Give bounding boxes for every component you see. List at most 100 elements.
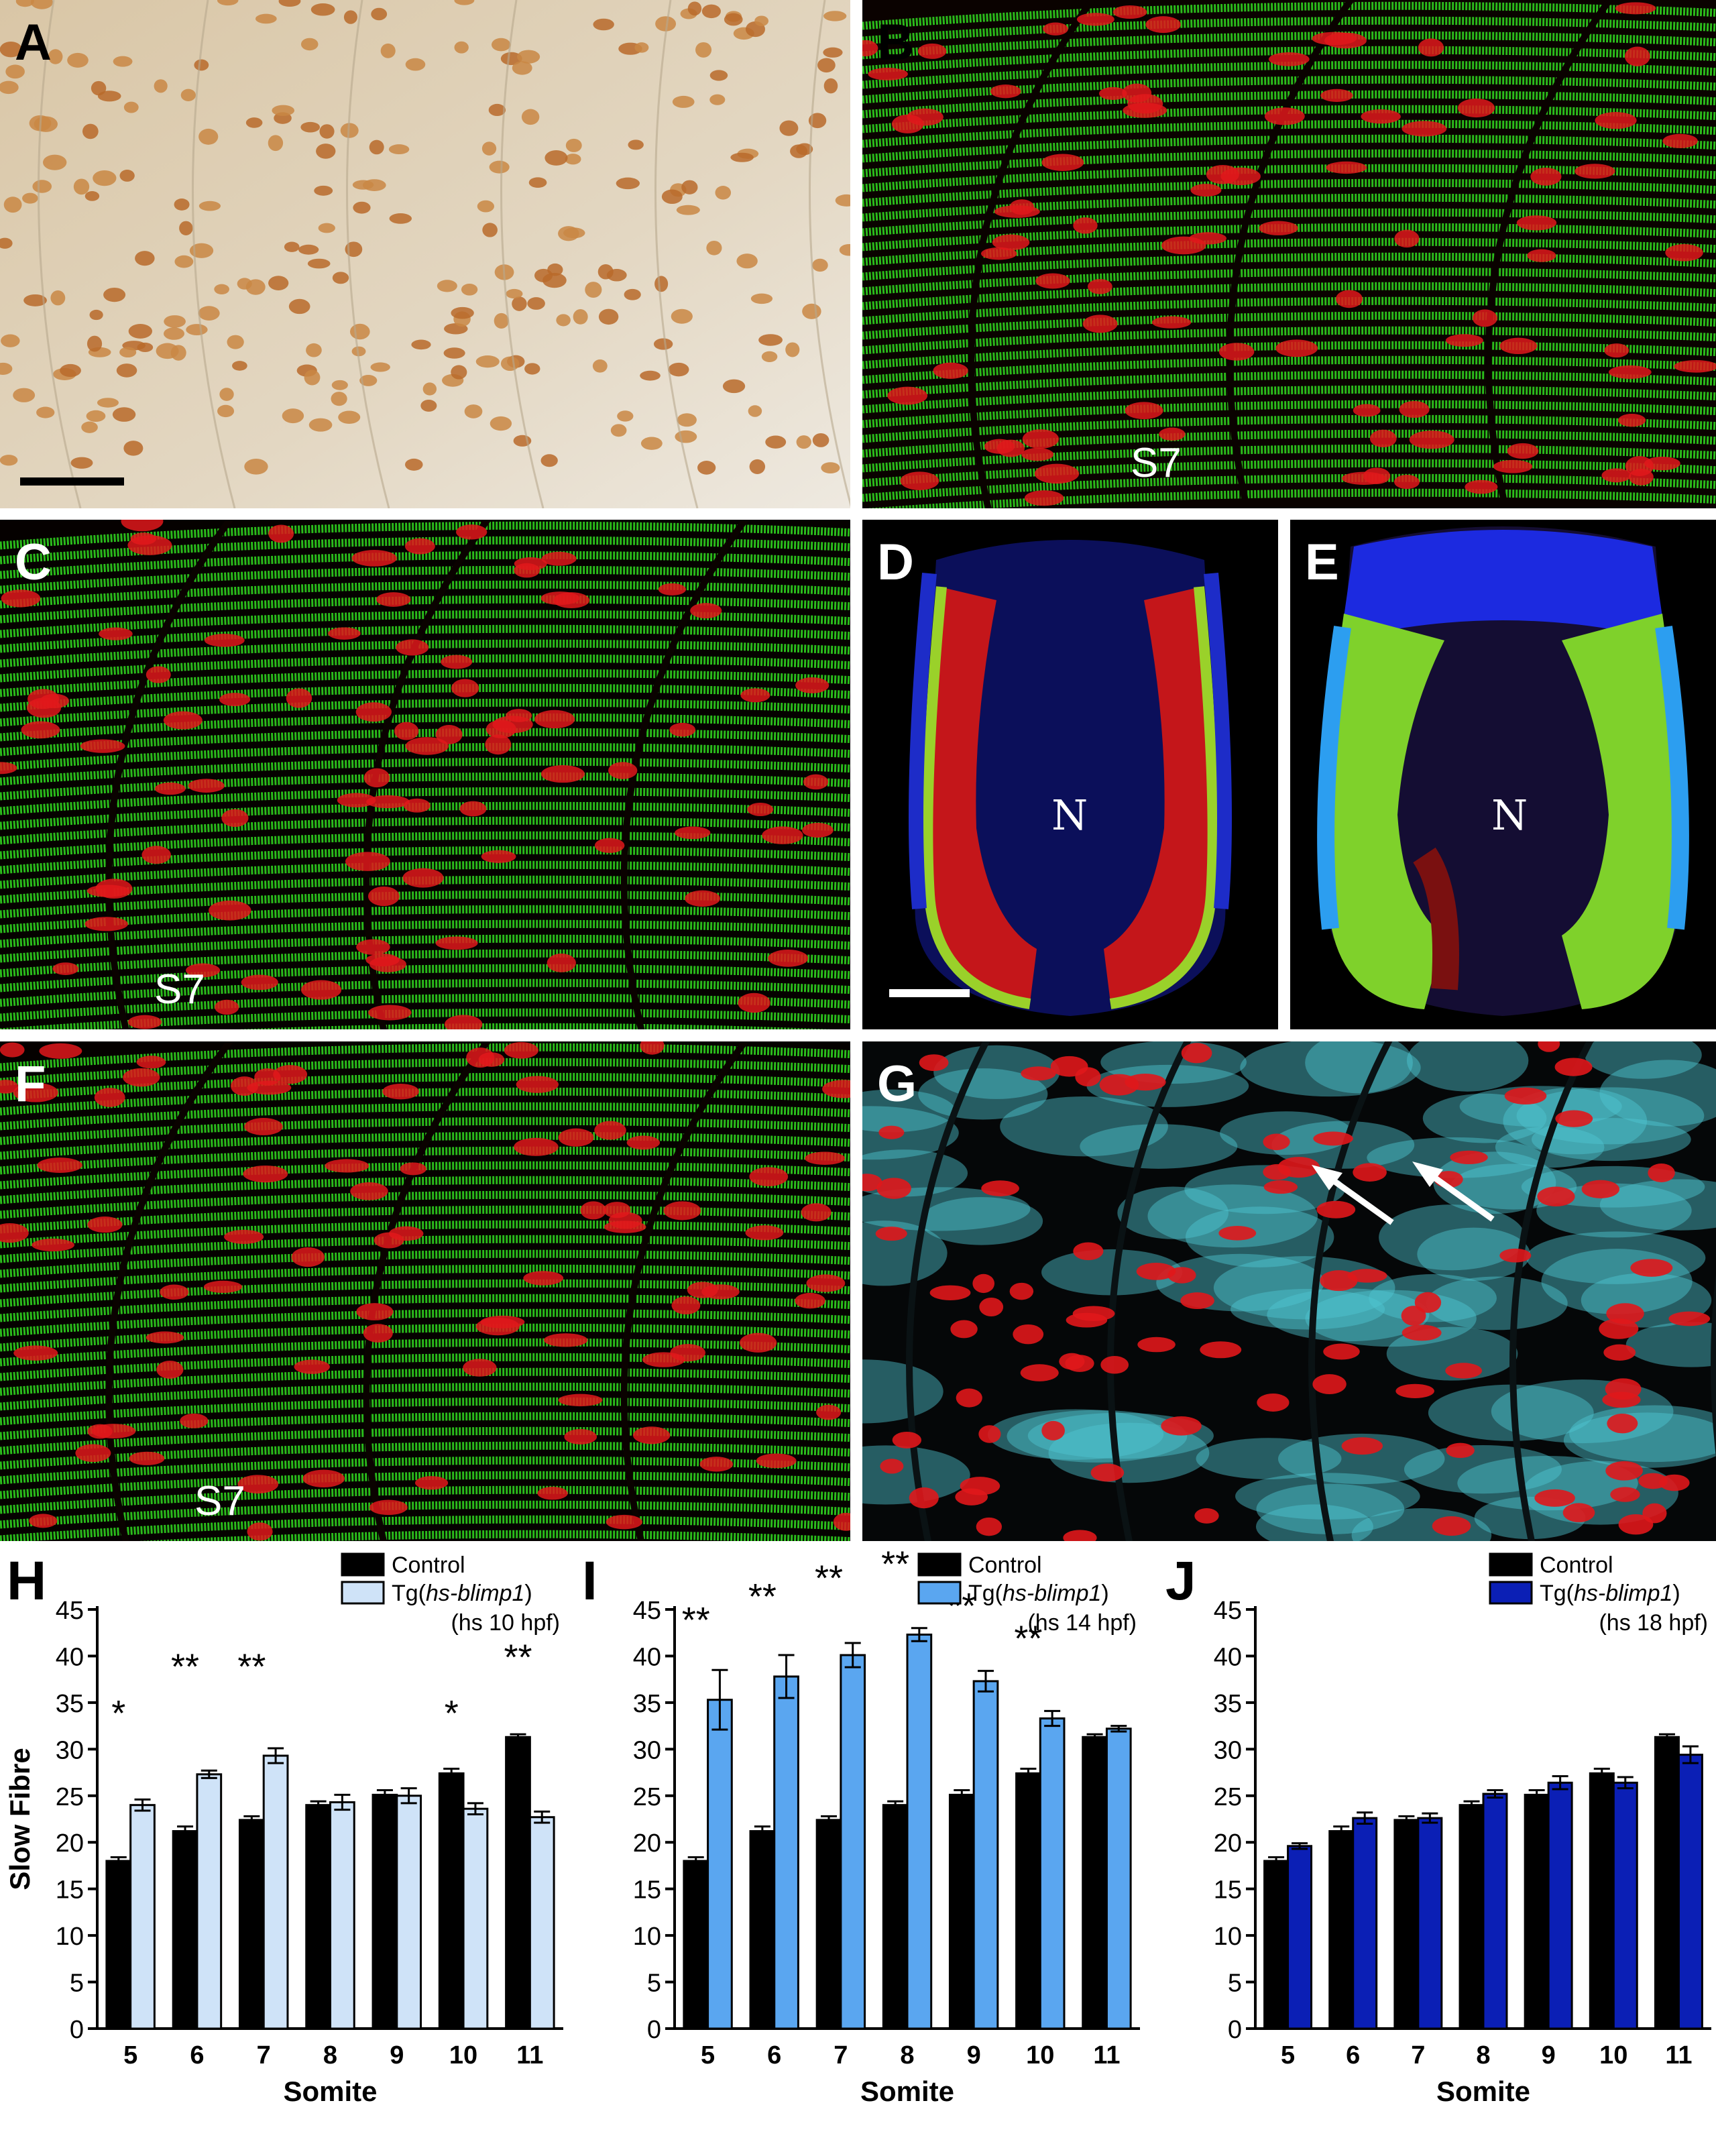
bar <box>238 1819 265 2030</box>
x-tick-label: 8 <box>323 2041 337 2069</box>
x-tick-label: 11 <box>1665 2041 1692 2069</box>
y-tick-label: 20 <box>633 1829 661 1858</box>
x-tick-label: 11 <box>516 2041 543 2069</box>
legend-label: Tg(hs-blimp1) <box>1540 1581 1680 1606</box>
error-bar <box>1020 1768 1037 1779</box>
bar <box>906 1634 933 2030</box>
error-bar <box>1422 1812 1438 1824</box>
y-tick-label: 15 <box>1214 1876 1242 1905</box>
panel-label-i: I <box>582 1550 597 1611</box>
y-tick-label: 10 <box>56 1923 84 1951</box>
bar <box>1082 1736 1108 2030</box>
y-tick-label: 10 <box>633 1923 661 1951</box>
error-bar <box>134 1798 151 1812</box>
panel-c-image: C S7 <box>0 520 850 1029</box>
x-tick-label: 5 <box>1281 2041 1295 2069</box>
bar <box>329 1801 355 2030</box>
y-tick-label: 35 <box>56 1690 84 1718</box>
panel-label-a: A <box>15 14 52 71</box>
legend-note: (hs 18 hpf) <box>1599 1610 1708 1636</box>
panel-g-image: G <box>862 1041 1716 1541</box>
bar <box>438 1772 465 2030</box>
bar <box>948 1793 975 2030</box>
error-bar <box>268 1747 284 1764</box>
chart-j: 0 5 10 15 20 25 30 35 40 45 5 6 7 8 9 10 11 Somite Control… <box>1214 1552 1711 2107</box>
y-axis-label: Slow Fibre <box>4 1748 36 1890</box>
significance-label: ** <box>748 1577 777 1617</box>
x-tick-label: 7 <box>257 2041 271 2069</box>
error-bar <box>1044 1709 1061 1727</box>
significance-label: ** <box>682 1600 710 1640</box>
bar <box>1654 1736 1680 2030</box>
y-tick-label: 40 <box>1214 1643 1242 1671</box>
x-tick-label: 6 <box>1346 2041 1360 2069</box>
y-tick-label: 30 <box>1214 1736 1242 1764</box>
error-bar <box>1617 1776 1634 1790</box>
panel-a-micrograph <box>0 0 850 508</box>
x-tick-label: 10 <box>1026 2041 1054 2069</box>
bar <box>1482 1793 1508 2030</box>
y-tick-label: 15 <box>633 1876 661 1905</box>
x-tick-label: 9 <box>1542 2041 1556 2069</box>
y-tick-label: 20 <box>1214 1829 1242 1858</box>
significance-label: * <box>445 1693 459 1734</box>
somite-label: S7 <box>154 966 205 1013</box>
error-bar <box>954 1789 970 1801</box>
panel-label-g: G <box>877 1056 917 1113</box>
error-bar <box>1086 1733 1103 1741</box>
bar <box>305 1804 331 2030</box>
y-tick-label: 0 <box>1228 2016 1242 2044</box>
error-bar <box>977 1670 994 1693</box>
bar <box>129 1804 156 2030</box>
panel-c-micrograph <box>0 520 850 1029</box>
y-tick-label: 35 <box>633 1690 661 1718</box>
scale-bar <box>20 477 124 486</box>
bar <box>972 1680 999 2030</box>
scale-bar <box>889 989 970 997</box>
error-bar <box>711 1668 728 1731</box>
panel-d-image: D N <box>862 520 1278 1029</box>
bar <box>1524 1793 1550 2030</box>
bar <box>1417 1817 1443 2030</box>
significance-label: ** <box>881 1544 909 1585</box>
y-tick-label: 40 <box>56 1643 84 1671</box>
panel-label-b: B <box>877 14 914 71</box>
bar <box>371 1793 398 2030</box>
error-bar <box>778 1654 795 1699</box>
error-bar <box>911 1627 927 1642</box>
y-tick-label: 45 <box>633 1597 661 1625</box>
error-bar <box>334 1793 351 1811</box>
bar <box>815 1819 842 2030</box>
y-tick-label: 30 <box>56 1736 84 1764</box>
error-bar <box>821 1815 838 1825</box>
bar <box>105 1860 132 2030</box>
bar <box>1547 1781 1573 2030</box>
somite-label: S7 <box>1131 440 1182 486</box>
panel-b-image: B S7 <box>862 0 1716 508</box>
panel-label-h: H <box>7 1550 46 1611</box>
legend-label: Tg(hs-blimp1) <box>392 1581 532 1606</box>
y-tick-label: 35 <box>1214 1690 1242 1718</box>
x-tick-label: 7 <box>834 2041 848 2069</box>
arrow-marker <box>1312 1165 1394 1225</box>
legend-swatch <box>341 1581 385 1605</box>
x-tick-label: 8 <box>1476 2041 1490 2069</box>
x-tick-label: 10 <box>1599 2041 1627 2069</box>
significance-label: * <box>111 1693 125 1734</box>
arrow-marker <box>1412 1161 1495 1222</box>
panel-e-image: E N <box>1290 520 1716 1029</box>
error-bar <box>687 1856 704 1866</box>
x-axis-label: Somite <box>1436 2076 1530 2107</box>
error-bar <box>1593 1768 1610 1779</box>
y-tick-label: 10 <box>1214 1923 1242 1951</box>
error-bar <box>534 1810 551 1824</box>
x-tick-label: 8 <box>900 2041 914 2069</box>
significance-label: ** <box>171 1646 199 1687</box>
panel-f-image: F S7 <box>0 1041 850 1541</box>
significance-label: ** <box>237 1646 266 1687</box>
bar <box>1328 1830 1355 2030</box>
y-tick-label: 0 <box>70 2016 84 2044</box>
bar <box>773 1675 799 2030</box>
legend-note: (hs 14 hpf) <box>1027 1610 1137 1636</box>
x-axis-label: Somite <box>860 2076 954 2107</box>
